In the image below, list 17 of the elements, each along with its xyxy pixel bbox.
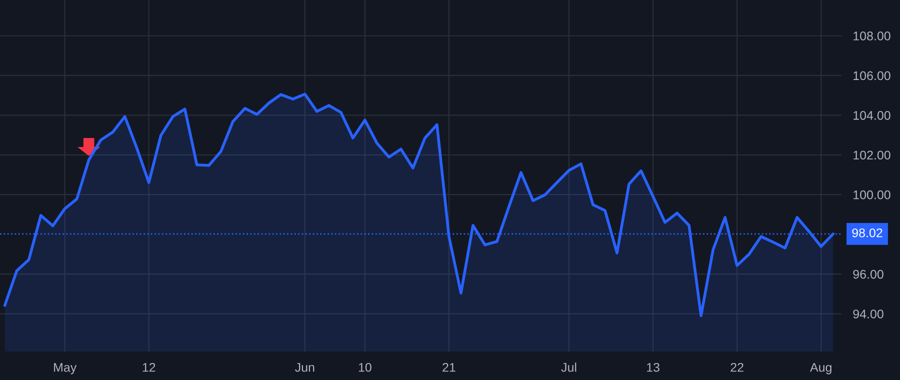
x-tick-label: Jun (295, 363, 314, 372)
ref-line-label: 98.02 (852, 228, 882, 238)
y-tick-label: 108.00 (854, 32, 890, 40)
x-tick-label: Aug (810, 363, 832, 374)
y-tick-label: 96.00 (853, 270, 884, 279)
x-tick-label: May (54, 363, 77, 374)
y-tick-label: 104.00 (854, 110, 890, 120)
x-tick-label: 22 (730, 362, 744, 372)
y-tick-label: 94.00 (853, 310, 884, 318)
y-tick-label: 100.00 (854, 190, 890, 200)
x-tick-label: 10 (358, 362, 372, 372)
y-tick-label: 102.00 (854, 150, 890, 160)
x-tick-label: Jul (561, 362, 576, 372)
x-tick-label: 12 (142, 362, 156, 372)
x-tick-label: 21 (442, 362, 456, 372)
y-tick-label: 106.00 (854, 71, 890, 80)
x-tick-label: 13 (647, 362, 660, 372)
